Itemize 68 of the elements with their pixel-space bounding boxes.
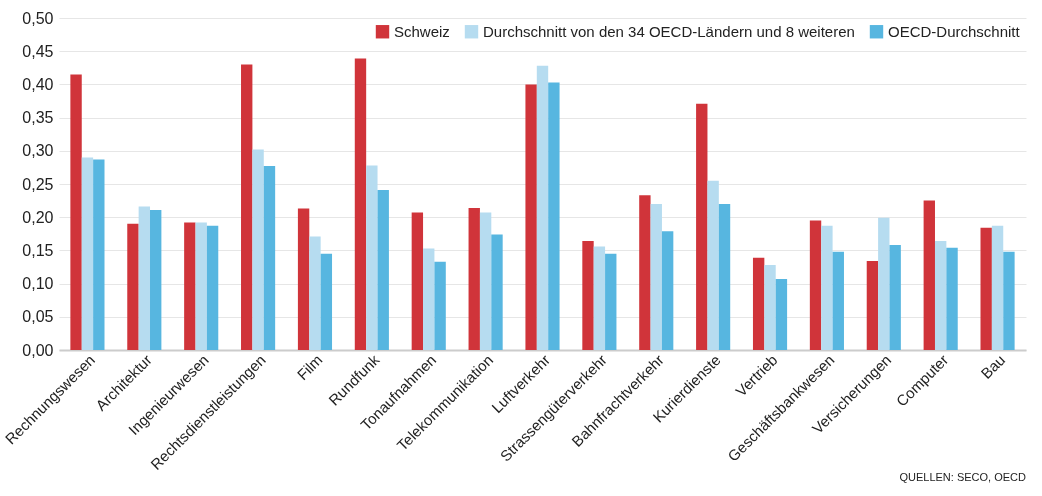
- source-note: QUELLEN: SECO, OECD: [899, 471, 1027, 484]
- y-tick-label: 0,00: [22, 341, 54, 359]
- bar: [309, 236, 321, 350]
- bar: [491, 234, 503, 350]
- legend-label: Schweiz: [394, 22, 450, 40]
- bar: [752, 257, 765, 350]
- bar: [70, 74, 82, 350]
- bar: [718, 203, 731, 350]
- x-tick-label: Film: [293, 351, 326, 384]
- bar: [946, 247, 958, 350]
- bar: [127, 223, 139, 350]
- bar: [934, 241, 947, 350]
- bar: [320, 253, 333, 350]
- bar: [889, 245, 901, 350]
- bar: [263, 166, 276, 350]
- bar: [297, 208, 310, 350]
- bar: [775, 278, 788, 350]
- y-tick-label: 0,50: [22, 9, 54, 27]
- bar: [1003, 251, 1015, 350]
- bar: [252, 149, 264, 350]
- bar: [536, 65, 549, 350]
- bar: [696, 103, 708, 350]
- bar: [93, 159, 105, 350]
- bar: [582, 241, 594, 350]
- bar: [241, 64, 253, 350]
- y-tick-label: 0,40: [22, 75, 54, 93]
- legend-label: OECD-Durchschnitt: [888, 22, 1021, 40]
- bar: [991, 225, 1004, 350]
- bar: [923, 200, 935, 350]
- bar: [650, 203, 662, 350]
- bar: [639, 195, 651, 350]
- y-tick-label: 0,10: [22, 275, 54, 293]
- bar: [878, 217, 890, 350]
- bar: [866, 261, 879, 350]
- bar: [980, 227, 992, 350]
- bar: [184, 222, 196, 350]
- y-tick-label: 0,45: [22, 42, 54, 60]
- bar: [832, 251, 844, 350]
- bar: [809, 220, 822, 350]
- bar: [138, 206, 151, 350]
- bar: [206, 225, 219, 350]
- y-tick-label: 0,05: [22, 308, 54, 326]
- legend-label: Durchschnitt von den 34 OECD-Ländern und 8 weiteren: [483, 22, 855, 40]
- y-tick-label: 0,35: [22, 109, 54, 127]
- bar: [661, 231, 674, 350]
- bar: [411, 212, 424, 350]
- bar: [764, 265, 776, 350]
- bar: [821, 225, 833, 350]
- bar: [366, 165, 378, 350]
- x-tick-label: Bau: [977, 351, 1009, 382]
- bar: [434, 261, 446, 350]
- y-tick-label: 0,30: [22, 142, 54, 160]
- bar: [81, 157, 94, 350]
- bar: [423, 248, 435, 350]
- y-tick-label: 0,15: [22, 241, 54, 259]
- bar: [605, 253, 617, 350]
- y-tick-label: 0,25: [22, 175, 54, 193]
- bar: [150, 209, 162, 350]
- bar: [377, 189, 389, 350]
- bar: [593, 246, 606, 350]
- bar: [525, 84, 537, 350]
- bar: [707, 180, 719, 350]
- bar: [468, 207, 480, 350]
- bar: [548, 82, 560, 350]
- y-tick-label: 0,20: [22, 208, 54, 226]
- bar: [354, 58, 367, 350]
- bar: [479, 212, 492, 350]
- bar: [195, 222, 207, 350]
